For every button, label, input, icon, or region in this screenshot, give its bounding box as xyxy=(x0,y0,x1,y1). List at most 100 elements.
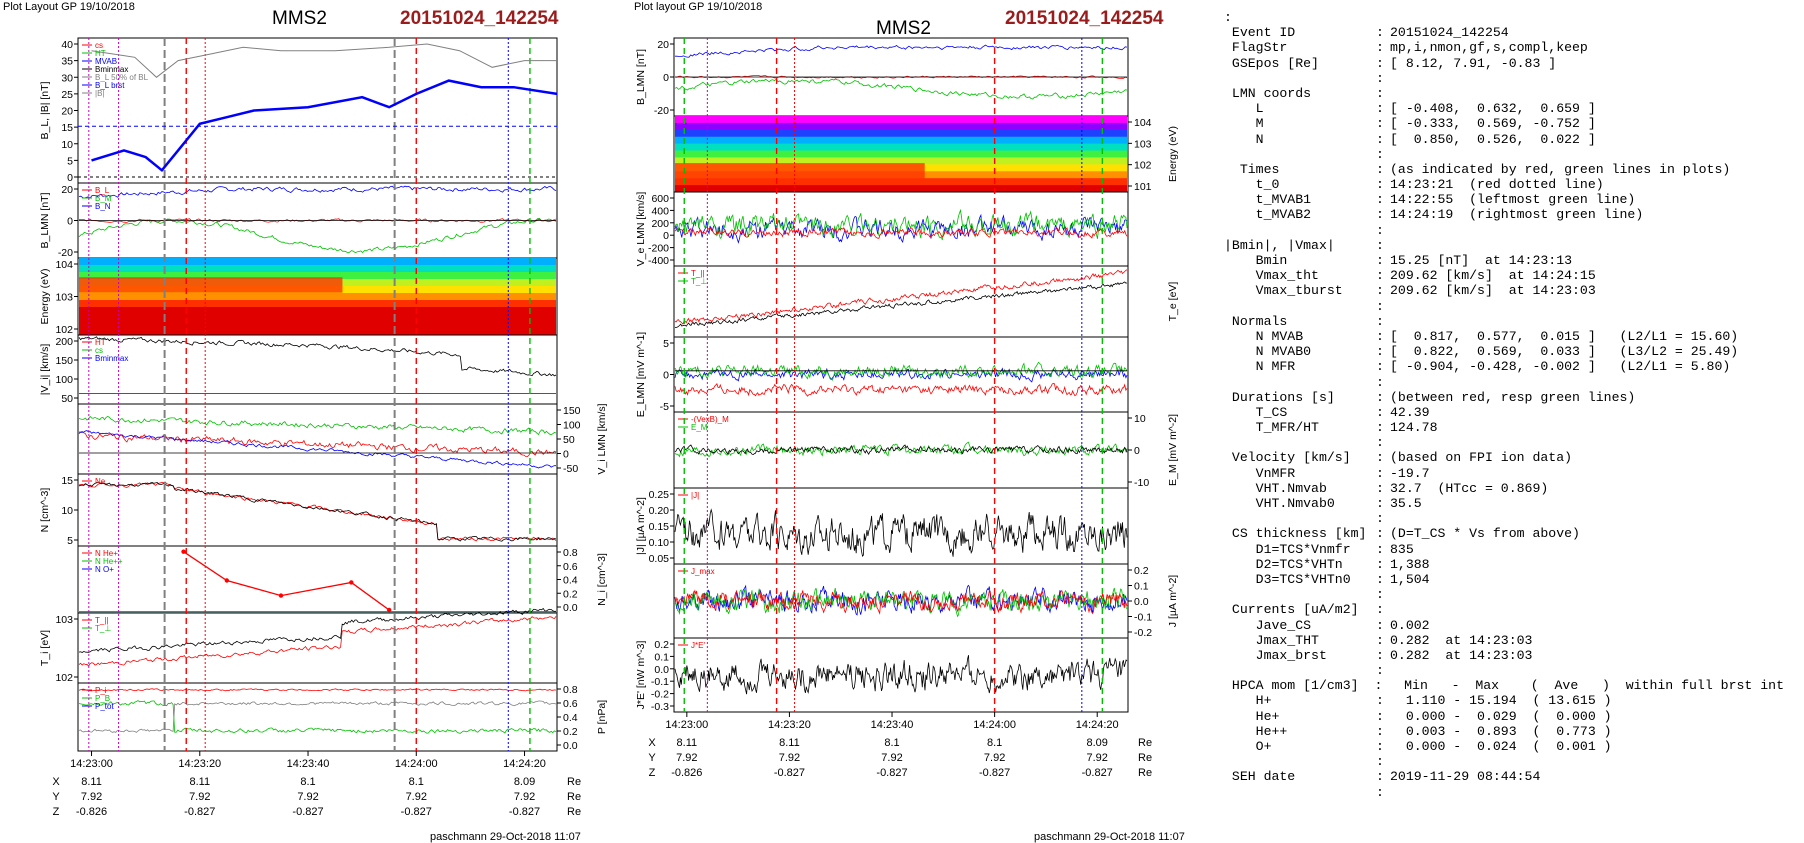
info-value xyxy=(1390,238,1784,253)
info-key: LMN coords xyxy=(1224,85,1312,101)
left-pos-value: 8.1 xyxy=(409,776,424,788)
info-row: LMN coords: xyxy=(1224,86,1784,101)
left-ylabel: T_i [eV] xyxy=(39,630,51,666)
middle-xtick-label: 14:23:20 xyxy=(768,719,811,731)
middle-ylabel: V_e LMN [km/s] xyxy=(635,192,647,267)
info-key xyxy=(1224,375,1376,390)
middle-ytick-label: -10 xyxy=(1134,477,1149,489)
middle-pos-value: -0.827 xyxy=(876,767,907,779)
info-row: : xyxy=(1224,375,1784,390)
middle-event-title: 20151024_142254 xyxy=(1005,8,1164,29)
middle-legend-label: -(VexB)_M xyxy=(691,415,729,424)
info-value: 14:23:21 (red dotted line) xyxy=(1390,177,1604,193)
info-row: N: [ 0.850, 0.526, 0.022 ] xyxy=(1224,132,1784,147)
middle-series-line xyxy=(674,226,1128,239)
left-ytick-label: -20 xyxy=(58,247,73,259)
left-legend-label: cs xyxy=(95,41,103,50)
middle-ylabel: B_LMN [nT] xyxy=(635,49,647,105)
middle-legend-label: J*E' xyxy=(691,641,705,650)
info-key: VnMFR xyxy=(1224,465,1296,481)
left-ylabel: |V_i| [km/s] xyxy=(39,344,51,396)
middle-ytick-label: -20 xyxy=(654,105,669,117)
left-series-line xyxy=(78,415,557,436)
left-ylabel: V_i LMN [km/s] xyxy=(596,403,608,474)
middle-series-line xyxy=(674,508,1128,557)
info-key: Event ID xyxy=(1224,25,1296,41)
left-ytick-label: 5 xyxy=(67,535,73,547)
left-spectrogram-band xyxy=(79,314,556,322)
middle-ytick-label: 0.15 xyxy=(649,521,670,533)
info-value: 20151024_142254 xyxy=(1390,25,1509,41)
info-row: FlagStr: mp,i,nmon,gf,s,compl,keep xyxy=(1224,40,1784,55)
info-colon: : xyxy=(1376,192,1384,208)
info-key: Times xyxy=(1224,161,1280,177)
info-row: T_CS:42.39 xyxy=(1224,405,1784,420)
info-value: (D=T_CS * Vs from above) xyxy=(1390,526,1580,542)
left-ylabel: P [nPa] xyxy=(596,700,608,734)
left-spectrogram-hot xyxy=(79,277,343,293)
left-ytick-label: 0.0 xyxy=(563,602,578,614)
info-row: Currents [uA/m2]: xyxy=(1224,602,1784,617)
info-value: 35.5 xyxy=(1390,496,1422,511)
info-value: (as indicated by red, green lines in plo… xyxy=(1390,161,1731,177)
info-row: : xyxy=(1224,223,1784,238)
info-value xyxy=(1390,223,1784,238)
left-legend-label: N He+ xyxy=(95,549,118,558)
middle-series-line xyxy=(674,281,1128,328)
middle-ytick-label: 102 xyxy=(1134,160,1152,172)
info-colon: : xyxy=(1376,161,1384,177)
info-key: He++ xyxy=(1224,723,1288,739)
middle-ylabel: T_e [eV] xyxy=(1167,282,1179,322)
info-value: -19.7 xyxy=(1390,465,1430,481)
left-ytick-label: 15 xyxy=(61,122,73,134)
info-row: : xyxy=(1224,299,1784,314)
info-colon: : xyxy=(1376,146,1384,162)
middle-xtick-label: 14:23:40 xyxy=(871,719,914,731)
left-legend-label: N O+ xyxy=(95,565,114,574)
info-key: Bmin xyxy=(1224,253,1288,268)
left-legend-label: HT xyxy=(95,338,106,347)
left-ytick-label: 35 xyxy=(61,56,73,68)
middle-legend-label: E_M xyxy=(691,423,708,432)
left-pos-unit: Re xyxy=(567,806,581,818)
info-colon: : xyxy=(1376,328,1384,344)
left-series-heplus xyxy=(183,551,390,611)
middle-ytick-label: 0.05 xyxy=(649,553,670,565)
info-colon: : xyxy=(1376,723,1384,739)
middle-series-line xyxy=(674,655,1128,695)
info-colon: : xyxy=(1376,177,1384,193)
left-series-line xyxy=(78,430,557,458)
info-colon: : xyxy=(1376,55,1384,71)
middle-ytick-label: -0.2 xyxy=(651,689,669,701)
left-pos-value: 8.11 xyxy=(189,776,210,788)
left-xtick-label: 14:24:00 xyxy=(395,758,438,770)
left-ytick-label: 0.0 xyxy=(563,740,578,752)
middle-series-line xyxy=(674,78,1128,100)
left-ytick-label: 104 xyxy=(55,259,73,271)
info-key: T_MFR/HT xyxy=(1224,420,1319,436)
left-ytick-label: 200 xyxy=(55,336,73,348)
info-colon: : xyxy=(1376,313,1384,329)
left-pos-value: -0.826 xyxy=(76,806,107,818)
info-value: 835 xyxy=(1390,541,1414,557)
info-key: N xyxy=(1224,131,1264,147)
info-key: VHT.Nmvab xyxy=(1224,480,1327,496)
left-ytick-label: 100 xyxy=(563,420,581,432)
info-colon: : xyxy=(1376,283,1384,299)
info-row: L: [ -0.408, 0.632, 0.659 ] xyxy=(1224,101,1784,116)
left-series-line xyxy=(78,616,557,667)
info-key xyxy=(1224,754,1376,769)
info-colon: : xyxy=(1376,450,1384,466)
left-legend-label: MVAB xyxy=(95,57,117,66)
middle-pos-value: -0.827 xyxy=(979,767,1010,779)
left-ytick-label: 102 xyxy=(55,324,73,336)
middle-spectrogram-band xyxy=(675,129,1127,138)
info-row: : xyxy=(1224,663,1784,678)
info-colon: : xyxy=(1376,480,1384,496)
info-colon: : xyxy=(1376,571,1384,587)
info-value: 0.000 - 0.029 ( 0.000 ) xyxy=(1390,708,1612,724)
info-row: M: [ -0.333, 0.569, -0.752 ] xyxy=(1224,116,1784,131)
info-row: T_MFR/HT:124.78 xyxy=(1224,420,1784,435)
middle-ytick-label: 101 xyxy=(1134,181,1152,193)
